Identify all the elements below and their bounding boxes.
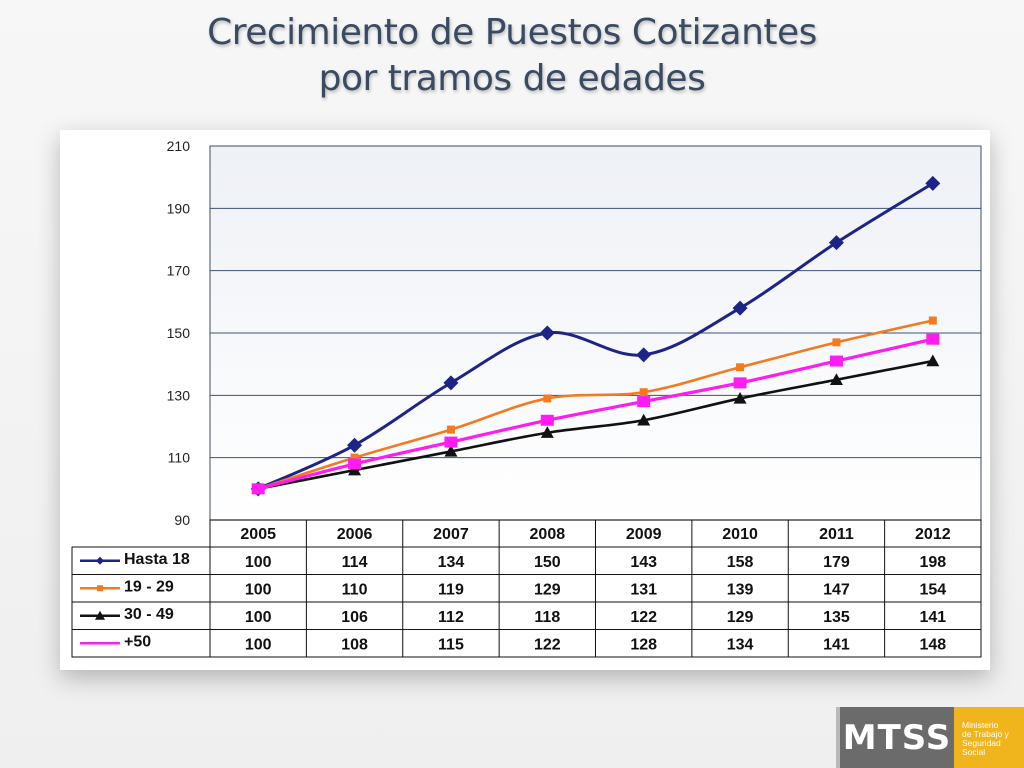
- table-cell-value: 135: [823, 609, 850, 626]
- data-point-triangle: [733, 391, 747, 404]
- table-cell-value: 100: [245, 636, 272, 653]
- table-cell-value: 114: [342, 554, 368, 571]
- y-tick-label: 170: [167, 263, 191, 279]
- data-point-triangle: [829, 373, 843, 385]
- data-point-square: [829, 355, 843, 367]
- table-cell-value: 115: [438, 636, 464, 653]
- table-cell-value: 100: [245, 581, 272, 598]
- series-line: [256, 319, 935, 491]
- table-cell-value: 134: [438, 554, 465, 571]
- logo-subtitle-line: Ministerio: [962, 720, 999, 730]
- x-category-label: 2008: [530, 526, 566, 543]
- slide-title: Crecimiento de Puestos Cotizantes por tr…: [0, 10, 1024, 102]
- table-cell-value: 100: [245, 554, 272, 571]
- data-point-diamond: [925, 175, 941, 191]
- table-cell-value: 100: [245, 609, 272, 626]
- data-point-diamond: [347, 437, 363, 453]
- line-chart: 90 110 130 150 170 190 210 2005 2006 2007 2008 2009…: [60, 130, 990, 670]
- data-point-diamond: [539, 325, 555, 341]
- series-name-label: Hasta 18: [124, 551, 190, 568]
- data-point-triangle: [444, 444, 458, 457]
- y-tick-label: 150: [167, 325, 191, 341]
- data-point-square: [444, 436, 458, 448]
- data-point-square: [251, 483, 265, 495]
- x-category-label: 2012: [915, 526, 951, 543]
- logo-name: MTSS: [836, 707, 954, 768]
- table-cell-value: 150: [534, 554, 561, 571]
- logo-subtitle: Ministerio de Trabajo y Seguridad Social: [954, 707, 1024, 768]
- data-point-square: [350, 453, 359, 462]
- data-point-square: [637, 396, 651, 408]
- legend-key-marker: [97, 585, 103, 592]
- table-cell-value: 139: [727, 581, 754, 598]
- x-category-label: 2011: [819, 526, 854, 543]
- series-line: [256, 181, 935, 491]
- table-cell-value: 122: [630, 609, 657, 626]
- table-cell-value: 134: [727, 636, 754, 653]
- series-line: [256, 359, 935, 491]
- x-category-label: 2006: [337, 526, 373, 543]
- table-cell-value: 108: [341, 636, 368, 653]
- logo-subtitle-line: Social: [962, 747, 986, 757]
- data-point-square: [540, 414, 554, 426]
- series-line: [256, 337, 935, 491]
- y-tick-label: 210: [167, 138, 191, 154]
- chart-container: 90 110 130 150 170 190 210 2005 2006 2007 2008 2009…: [60, 130, 990, 670]
- data-point-square: [446, 425, 455, 434]
- data-point-square: [639, 388, 648, 397]
- y-tick-label: 190: [167, 200, 191, 216]
- data-point-square: [543, 394, 552, 403]
- mtss-logo: MTSS Ministerio de Trabajo y Seguridad S…: [836, 707, 1024, 768]
- title-line-2: por tramos de edades: [318, 58, 706, 99]
- series-name-label: 19 - 29: [124, 578, 174, 595]
- data-point-diamond: [443, 375, 459, 391]
- table-cell-value: 131: [630, 581, 657, 598]
- table-cell-value: 154: [919, 581, 946, 598]
- data-point-triangle: [926, 354, 940, 367]
- table-cell-value: 143: [630, 554, 657, 571]
- series-name-label: 30 - 49: [124, 606, 174, 623]
- logo-subtitle-line: Seguridad: [962, 738, 1001, 748]
- table-cell-value: 148: [919, 636, 946, 653]
- table-cell-value: 129: [534, 581, 561, 598]
- y-tick-label: 110: [168, 450, 191, 466]
- data-point-diamond: [828, 235, 844, 251]
- data-point-diamond: [732, 300, 748, 316]
- data-point-square: [928, 316, 937, 325]
- data-point-diamond: [636, 347, 652, 363]
- table-cell-value: 179: [823, 554, 850, 571]
- series-name-label: +50: [124, 633, 151, 650]
- table-cell-value: 129: [727, 609, 754, 626]
- logo-subtitle-line: de Trabajo y: [962, 729, 1009, 739]
- table-cell-value: 122: [534, 636, 561, 653]
- table-cell-value: 147: [823, 581, 850, 598]
- table-cell-value: 106: [341, 609, 368, 626]
- data-point-square: [926, 333, 940, 345]
- data-point-triangle: [637, 413, 651, 426]
- table-cell-value: 119: [438, 581, 464, 598]
- x-category-label: 2007: [433, 526, 469, 543]
- data-point-square: [348, 458, 362, 470]
- table-cell-value: 128: [630, 636, 657, 653]
- data-point-square: [733, 377, 747, 389]
- y-tick-label: 130: [167, 387, 191, 403]
- table-cell-value: 110: [342, 581, 368, 598]
- data-point-square: [736, 363, 745, 372]
- data-point-triangle: [348, 463, 362, 476]
- table-cell-value: 141: [823, 636, 850, 653]
- x-category-label: 2009: [626, 526, 662, 543]
- legend-key-marker: [95, 610, 105, 620]
- legend-key-marker: [96, 556, 104, 565]
- x-category-label: 2005: [240, 526, 276, 543]
- table-cell-value: 118: [534, 609, 560, 626]
- table-cell-value: 112: [438, 609, 464, 626]
- y-tick-label: 90: [174, 512, 190, 528]
- data-point-triangle: [540, 426, 554, 438]
- x-category-label: 2010: [722, 526, 758, 543]
- data-point-square: [832, 338, 841, 347]
- table-cell-value: 141: [919, 609, 946, 626]
- title-line-1: Crecimiento de Puestos Cotizantes: [207, 12, 817, 53]
- table-cell-value: 158: [727, 554, 754, 571]
- table-cell-value: 198: [919, 554, 946, 571]
